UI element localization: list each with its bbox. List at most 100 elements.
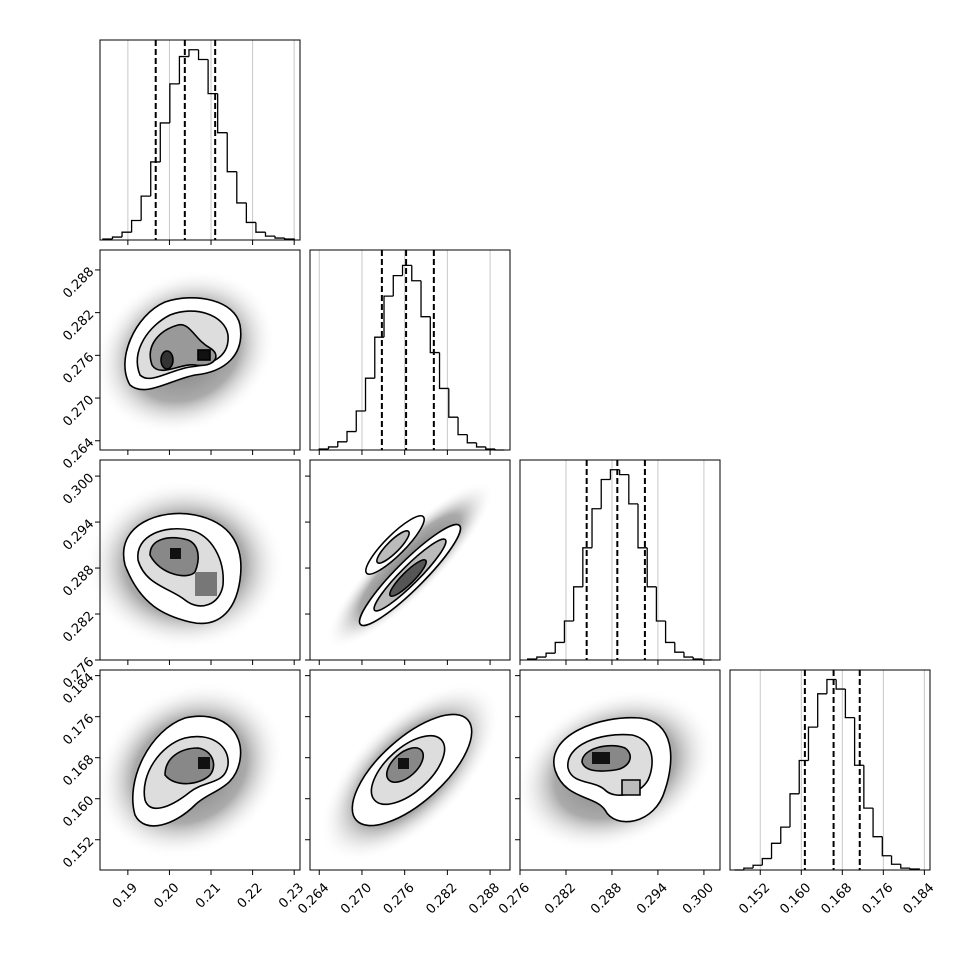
histogram-bin	[743, 867, 754, 870]
histogram-bin	[591, 508, 602, 548]
x-tick-label: 0.21	[193, 880, 224, 911]
histogram-bin	[150, 161, 161, 197]
histogram-bin	[863, 765, 874, 809]
histogram-bin	[798, 759, 809, 794]
x-tick-label: 0.19	[110, 880, 141, 911]
histogram-bin	[448, 388, 459, 418]
panel-frame	[309, 459, 511, 661]
x-tick-label: 0.282	[423, 880, 460, 917]
histogram-bin	[628, 474, 639, 505]
x-tick-label: 0.22	[235, 880, 266, 911]
histogram-bin	[582, 547, 593, 587]
histogram-bin	[637, 503, 648, 549]
histogram-bin	[197, 49, 209, 61]
x-tick-label: 0.282	[542, 880, 579, 917]
x-tick-label: 0.152	[736, 880, 773, 917]
panel-frame	[99, 39, 301, 241]
histogram-bin	[872, 808, 883, 838]
histogram-bin	[169, 83, 180, 123]
y-tick-label: 0.282	[60, 609, 97, 646]
x-tick-label: 0.160	[777, 880, 814, 917]
histogram-bin	[655, 586, 666, 622]
histogram-bin	[536, 656, 547, 660]
contour	[389, 559, 427, 597]
x-tick-label: 0.176	[859, 880, 896, 917]
histogram-bin	[346, 430, 357, 442]
y-tick-label: 0.282	[60, 307, 97, 344]
histogram-bin	[674, 642, 684, 653]
histogram-bin	[130, 219, 142, 233]
density-peak	[198, 757, 210, 769]
x-tick-label: 0.276	[496, 880, 533, 917]
density-peak	[398, 758, 409, 769]
histogram-bin	[420, 280, 431, 318]
x-tick-label: 0.288	[466, 880, 503, 917]
histogram-bin	[178, 55, 189, 84]
histogram-bin	[807, 726, 818, 761]
histogram-bin	[835, 679, 846, 690]
histogram-bin	[826, 678, 837, 694]
histogram-bin	[853, 717, 864, 766]
histogram-bin	[111, 236, 123, 240]
histogram-bin	[236, 171, 247, 204]
histogram-bin	[188, 49, 199, 57]
density-peak	[170, 548, 181, 559]
panel-frame	[309, 669, 511, 871]
x-tick-label: 0.300	[680, 880, 717, 917]
histogram-bin	[159, 122, 170, 162]
histogram-bin	[545, 652, 556, 658]
panel-frame	[729, 669, 931, 871]
x-tick-label: 0.184	[900, 880, 937, 917]
histogram-bin	[789, 793, 800, 828]
histogram-bin	[881, 836, 892, 857]
histogram-bin	[207, 59, 218, 95]
histogram-bin	[761, 857, 772, 866]
histogram-bin	[411, 265, 422, 282]
x-tick-label: 0.168	[818, 880, 855, 917]
density-layer	[85, 269, 716, 863]
histogram-bin	[600, 478, 611, 509]
histogram-bin	[217, 93, 228, 134]
histogram-bin	[554, 641, 565, 654]
y-tick-label: 0.152	[60, 834, 97, 871]
y-tick-label: 0.270	[60, 393, 97, 430]
panel-frame	[309, 249, 511, 451]
histogram-bin	[121, 231, 132, 238]
histogram-bin	[364, 377, 375, 412]
histogram-bin	[226, 132, 237, 173]
histogram-bin	[752, 864, 763, 869]
histogram-bin	[817, 693, 827, 728]
panel-frame	[99, 669, 301, 871]
x-tick-label: 0.270	[338, 880, 375, 917]
histogram-bin	[646, 547, 657, 588]
y-tick-label: 0.168	[60, 752, 97, 789]
contour	[376, 530, 410, 564]
histogram-bin	[563, 620, 574, 643]
histogram-bin	[374, 336, 385, 379]
histogram-bin	[618, 469, 629, 476]
histogram-bin	[475, 442, 486, 448]
histogram-bin	[890, 855, 901, 865]
histogram-bin	[683, 652, 694, 658]
density-peak	[592, 752, 610, 764]
histogram-bin	[245, 202, 256, 224]
histogram-bin	[264, 232, 276, 237]
y-tick-label: 0.160	[60, 793, 97, 830]
histogram-bin	[844, 689, 855, 719]
histogram-bin	[383, 295, 394, 338]
contour	[621, 779, 641, 796]
histogram-bin	[392, 274, 403, 297]
y-tick-label: 0.288	[60, 265, 97, 302]
density-cell	[195, 572, 217, 596]
histogram-bin	[770, 842, 781, 859]
histogram-bin	[140, 195, 151, 221]
histogram-bin	[780, 826, 790, 844]
histogram-bin	[572, 586, 583, 621]
y-tick-label: 0.300	[60, 471, 97, 508]
histogram-bin	[429, 316, 440, 354]
x-tick-label: 0.276	[381, 880, 418, 917]
x-tick-label: 0.288	[588, 880, 625, 917]
x-tick-label: 0.294	[634, 880, 671, 917]
histogram-bin	[466, 434, 477, 444]
